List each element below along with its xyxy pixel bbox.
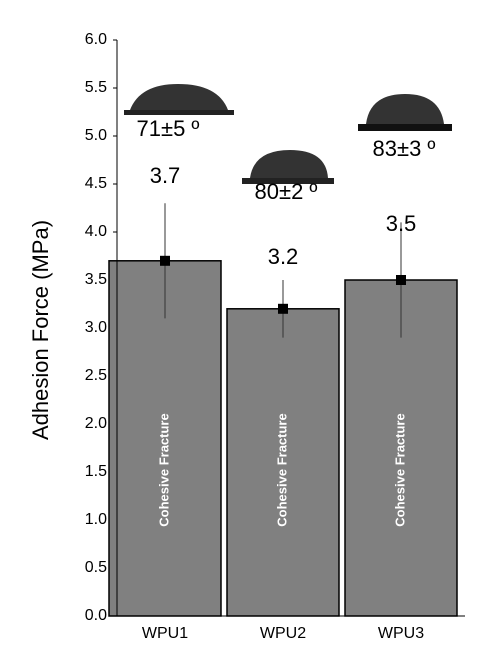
droplet (130, 84, 228, 110)
y-tick-label: 6.0 (85, 31, 107, 48)
x-tick-label: WPU3 (378, 625, 424, 642)
mean-marker (160, 256, 170, 266)
mean-marker (278, 304, 288, 314)
bar-label: Cohesive Fracture (156, 413, 171, 526)
value-label: 3.5 (386, 211, 417, 236)
droplet (250, 150, 328, 178)
bar-label: Cohesive Fracture (392, 413, 407, 526)
y-tick-label: 2.0 (85, 415, 107, 432)
y-tick-label: 0.0 (85, 607, 107, 624)
y-tick-label: 1.5 (85, 463, 107, 480)
chart: Adhesion Force (MPa) 0.0 0.5 1.0 1.5 2.0 2.5 3… (0, 0, 495, 645)
contact-angle: 80±2 º (255, 179, 318, 204)
y-axis-title: Adhesion Force (MPa) (28, 220, 53, 440)
bar-label: Cohesive Fracture (274, 413, 289, 526)
droplet-substrate (124, 110, 234, 115)
y-tick-label: 3.0 (85, 319, 107, 336)
x-tick-label: WPU2 (260, 625, 306, 642)
y-tick-label: 1.0 (85, 511, 107, 528)
contact-angle: 71±5 º (137, 116, 200, 141)
value-label: 3.7 (150, 163, 181, 188)
y-tick-label: 5.0 (85, 127, 107, 144)
droplet (366, 94, 444, 124)
y-tick-label: 4.5 (85, 175, 107, 192)
y-tick-label: 2.5 (85, 367, 107, 384)
value-label: 3.2 (268, 244, 299, 269)
y-tick-label: 5.5 (85, 79, 107, 96)
y-tick-label: 3.5 (85, 271, 107, 288)
y-tick-label: 4.0 (85, 223, 107, 240)
droplet-substrate (358, 124, 452, 131)
contact-angle: 83±3 º (373, 136, 436, 161)
mean-marker (396, 275, 406, 285)
y-tick-label: 0.5 (85, 559, 107, 576)
x-tick-label: WPU1 (142, 625, 188, 642)
